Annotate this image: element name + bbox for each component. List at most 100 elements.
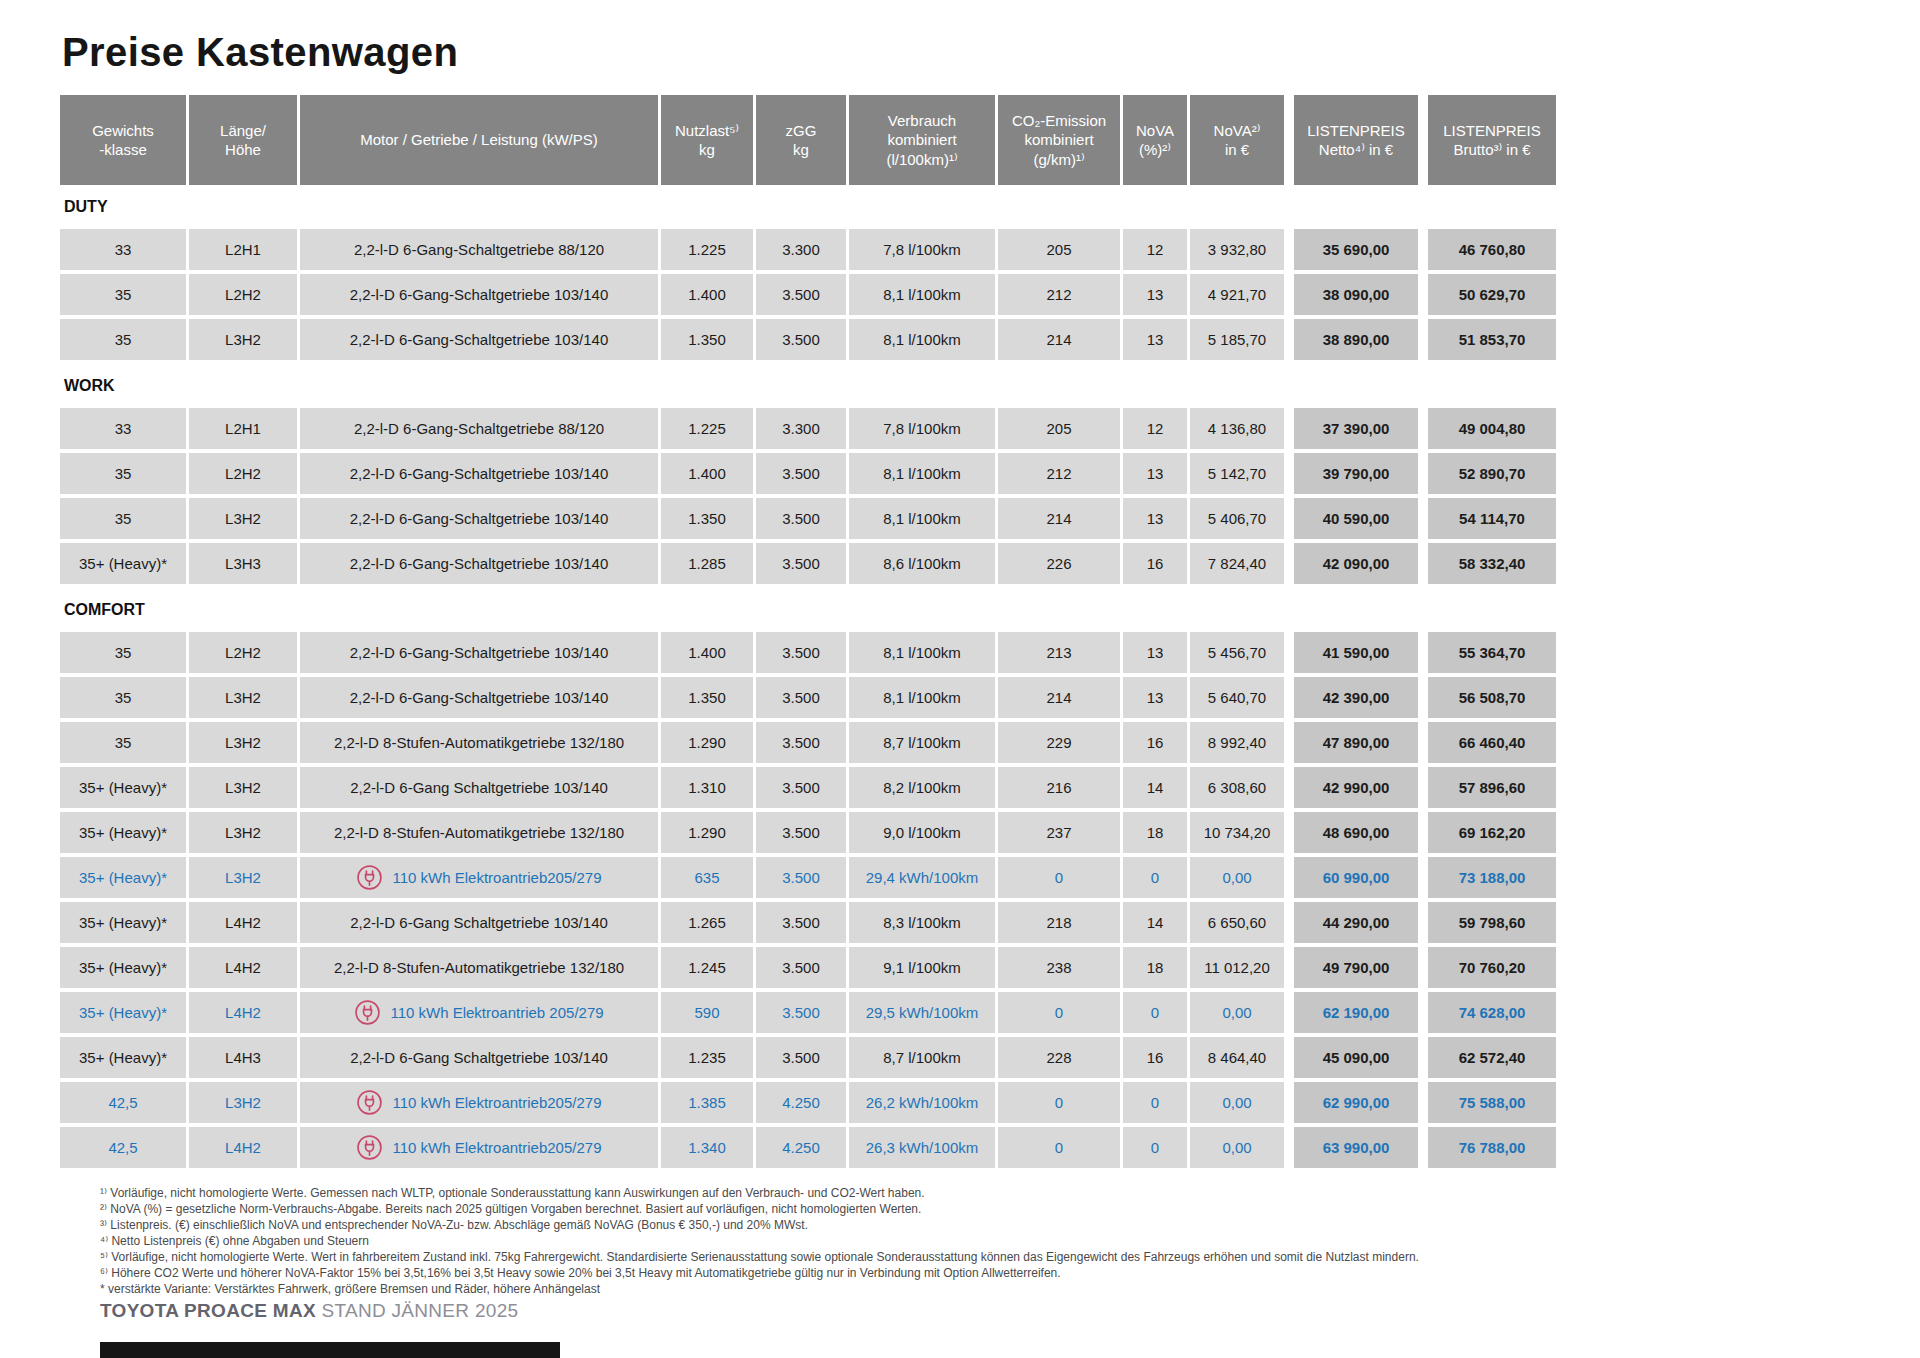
cell-nova_pct: 0 — [1123, 992, 1187, 1033]
cell-netto: 41 590,00 — [1287, 632, 1418, 673]
cell-motor: 2,2-l-D 6-Gang-Schaltgetriebe 103/140 — [300, 274, 658, 315]
cell-zgg: 3.500 — [756, 812, 846, 853]
cell-nutzlast: 1.290 — [661, 812, 753, 853]
cell-nutzlast: 1.385 — [661, 1082, 753, 1123]
cell-zgg: 3.500 — [756, 319, 846, 360]
cell-zgg: 3.500 — [756, 722, 846, 763]
cell-nova_pct: 13 — [1123, 274, 1187, 315]
cell-laenge: L4H2 — [189, 902, 297, 943]
cell-verbrauch: 8,2 l/100km — [849, 767, 995, 808]
table-row: 35L2H22,2-l-D 6-Gang-Schaltgetriebe 103/… — [60, 632, 1556, 673]
cell-gewicht: 35+ (Heavy)* — [60, 1037, 186, 1078]
cell-netto: 42 990,00 — [1287, 767, 1418, 808]
cell-nova_eur: 11 012,20 — [1190, 947, 1284, 988]
footnote-text: NoVA (%) = gesetzliche Norm-Verbrauchs-A… — [110, 1202, 921, 1216]
cell-netto: 62 190,00 — [1287, 992, 1418, 1033]
cell-nova_pct: 14 — [1123, 902, 1187, 943]
cell-zgg: 3.300 — [756, 229, 846, 270]
cell-verbrauch: 8,1 l/100km — [849, 498, 995, 539]
cell-co2: 205 — [998, 408, 1120, 449]
cell-netto: 42 390,00 — [1287, 677, 1418, 718]
cell-verbrauch: 29,4 kWh/100km — [849, 857, 995, 898]
cell-motor: 2,2-l-D 8-Stufen-Automatikgetriebe 132/1… — [300, 947, 658, 988]
cell-co2: 218 — [998, 902, 1120, 943]
cell-nova_eur: 0,00 — [1190, 1082, 1284, 1123]
table-row: 35L2H22,2-l-D 6-Gang-Schaltgetriebe 103/… — [60, 274, 1556, 315]
cell-netto: 48 690,00 — [1287, 812, 1418, 853]
cell-laenge: L4H2 — [189, 947, 297, 988]
cell-nutzlast: 1.225 — [661, 408, 753, 449]
cell-netto: 62 990,00 — [1287, 1082, 1418, 1123]
cell-verbrauch: 8,1 l/100km — [849, 274, 995, 315]
table-row: 35L3H22,2-l-D 8-Stufen-Automatikgetriebe… — [60, 722, 1556, 763]
table-row: 35L3H22,2-l-D 6-Gang-Schaltgetriebe 103/… — [60, 319, 1556, 360]
cell-nova_pct: 16 — [1123, 1037, 1187, 1078]
footnote: ⁵⁾ Vorläufige, nicht homologierte Werte.… — [100, 1249, 1419, 1265]
cell-nova_eur: 4 136,80 — [1190, 408, 1284, 449]
table-row: 35L2H22,2-l-D 6-Gang-Schaltgetriebe 103/… — [60, 453, 1556, 494]
footnote-marker: * — [100, 1282, 105, 1296]
cell-netto: 37 390,00 — [1287, 408, 1418, 449]
cell-zgg: 3.500 — [756, 1037, 846, 1078]
table-row: 35+ (Heavy)*L4H32,2-l-D 6-Gang Schaltget… — [60, 1037, 1556, 1078]
cell-gewicht: 35+ (Heavy)* — [60, 857, 186, 898]
cell-netto: 44 290,00 — [1287, 902, 1418, 943]
plug-icon — [356, 864, 383, 891]
table-row: 35L3H22,2-l-D 6-Gang-Schaltgetriebe 103/… — [60, 677, 1556, 718]
cell-gewicht: 35 — [60, 498, 186, 539]
cell-nutzlast: 1.350 — [661, 498, 753, 539]
cell-nutzlast: 1.285 — [661, 543, 753, 584]
cell-motor: 110 kWh Elektroantrieb 205/279 — [300, 992, 658, 1033]
footnote-marker: ⁶⁾ — [100, 1266, 108, 1280]
cell-motor: 2,2-l-D 6-Gang Schaltgetriebe 103/140 — [300, 902, 658, 943]
cell-motor: 2,2-l-D 6-Gang-Schaltgetriebe 103/140 — [300, 498, 658, 539]
cell-nova_pct: 16 — [1123, 722, 1187, 763]
footnote-marker: ⁴⁾ — [100, 1234, 108, 1248]
cell-zgg: 4.250 — [756, 1082, 846, 1123]
table-body: DUTY33L2H12,2-l-D 6-Gang-Schaltgetriebe … — [60, 185, 1556, 1168]
cell-co2: 212 — [998, 274, 1120, 315]
cell-laenge: L3H2 — [189, 1082, 297, 1123]
cell-nutzlast: 1.235 — [661, 1037, 753, 1078]
footnote: ⁴⁾ Netto Listenpreis (€) ohne Abgaben un… — [100, 1233, 1419, 1249]
cell-nova_pct: 0 — [1123, 1127, 1187, 1168]
cell-nova_eur: 6 308,60 — [1190, 767, 1284, 808]
col-header-nutzlast: Nutzlast⁵⁾ kg — [661, 95, 753, 185]
cell-nova_eur: 0,00 — [1190, 992, 1284, 1033]
cell-nutzlast: 1.225 — [661, 229, 753, 270]
cell-brutto: 56 508,70 — [1421, 677, 1556, 718]
cell-laenge: L3H2 — [189, 677, 297, 718]
cell-brutto: 57 896,60 — [1421, 767, 1556, 808]
cell-laenge: L3H2 — [189, 767, 297, 808]
cell-netto: 47 890,00 — [1287, 722, 1418, 763]
cell-nutzlast: 1.310 — [661, 767, 753, 808]
cell-netto: 38 090,00 — [1287, 274, 1418, 315]
cell-laenge: L4H3 — [189, 1037, 297, 1078]
cell-verbrauch: 8,1 l/100km — [849, 677, 995, 718]
cell-co2: 226 — [998, 543, 1120, 584]
cell-brutto: 50 629,70 — [1421, 274, 1556, 315]
cell-brutto: 69 162,20 — [1421, 812, 1556, 853]
table-header: Gewichts -klasseLänge/ HöheMotor / Getri… — [60, 95, 1556, 185]
table-row: 35+ (Heavy)*L3H22,2-l-D 6-Gang Schaltget… — [60, 767, 1556, 808]
cell-brutto: 52 890,70 — [1421, 453, 1556, 494]
col-header-laenge-hoehe: Länge/ Höhe — [189, 95, 297, 185]
cell-nova_eur: 5 185,70 — [1190, 319, 1284, 360]
footnote: * verstärkte Variante: Verstärktes Fahrw… — [100, 1281, 1419, 1297]
cell-motor: 2,2-l-D 6-Gang Schaltgetriebe 103/140 — [300, 767, 658, 808]
cell-gewicht: 35+ (Heavy)* — [60, 992, 186, 1033]
cell-zgg: 4.250 — [756, 1127, 846, 1168]
footnotes: ¹⁾ Vorläufige, nicht homologierte Werte.… — [100, 1185, 1419, 1297]
cell-brutto: 70 760,20 — [1421, 947, 1556, 988]
cell-co2: 214 — [998, 319, 1120, 360]
table-row: 35+ (Heavy)*L3H32,2-l-D 6-Gang-Schaltget… — [60, 543, 1556, 584]
cell-laenge: L3H2 — [189, 498, 297, 539]
cell-nutzlast: 1.350 — [661, 319, 753, 360]
cell-gewicht: 35 — [60, 274, 186, 315]
cell-gewicht: 35+ (Heavy)* — [60, 947, 186, 988]
cell-netto: 38 890,00 — [1287, 319, 1418, 360]
motor-label: 110 kWh Elektroantrieb205/279 — [392, 1139, 601, 1156]
cell-co2: 214 — [998, 498, 1120, 539]
cell-nova_eur: 5 406,70 — [1190, 498, 1284, 539]
cell-co2: 212 — [998, 453, 1120, 494]
